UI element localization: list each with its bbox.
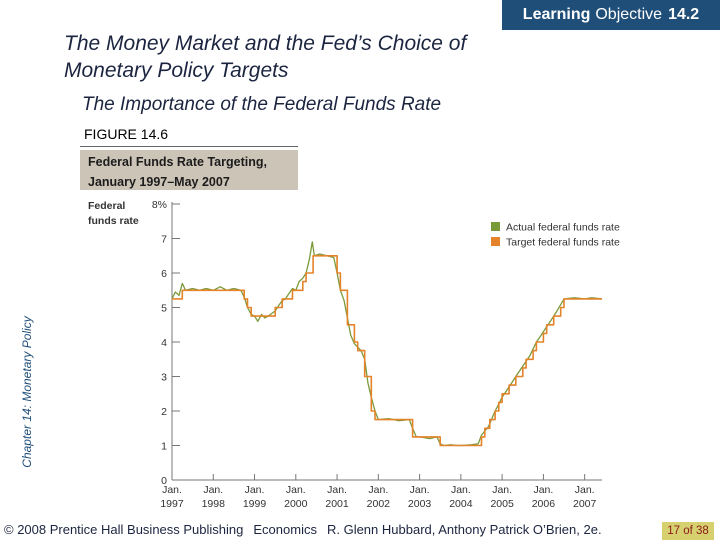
x-tick-label-year: 2004 <box>449 498 473 510</box>
x-tick-label-month: Jan. <box>533 484 553 496</box>
x-tick-label-year: 2001 <box>325 498 349 510</box>
figure-caption-box: Federal Funds Rate Targeting, January 19… <box>80 150 298 190</box>
y-tick-label: 0 <box>161 475 167 487</box>
x-tick-label-year: 2007 <box>573 498 597 510</box>
figure-label: FIGURE 14.6 <box>84 126 169 142</box>
legend-label: Actual federal funds rate <box>506 222 620 234</box>
x-tick-label-month: Jan. <box>162 484 182 496</box>
figure-caption-line1: Federal Funds Rate Targeting, <box>88 155 267 169</box>
series-line-actual <box>171 241 603 447</box>
y-tick-label: 1 <box>161 441 167 453</box>
slide-subtitle: The Importance of the Federal Funds Rate <box>82 94 442 115</box>
page-current: 17 <box>667 525 680 537</box>
legend-label: Target federal funds rate <box>506 237 620 249</box>
figure-caption-line2: January 1997–May 2007 <box>88 175 230 189</box>
x-tick-label-year: 1999 <box>243 498 267 510</box>
y-axis-label-line2: funds rate <box>88 215 139 227</box>
x-tick-label-month: Jan. <box>245 484 265 496</box>
footer-book: Economics <box>253 522 317 537</box>
series-line-target <box>172 255 602 447</box>
y-tick-label: 5 <box>161 303 167 315</box>
y-axis-label-line1: Federal <box>88 200 125 212</box>
x-tick-label-year: 1998 <box>202 498 226 510</box>
footer: © 2008 Prentice Hall Business Publishing… <box>4 522 602 537</box>
y-tick-label: 4 <box>161 337 167 349</box>
x-tick-label-month: Jan. <box>286 484 306 496</box>
slide-title: The Money Market and the Fed’s Choice of… <box>64 32 467 82</box>
page-of: of <box>683 525 693 537</box>
learning-objective-banner: Learning Objective 14.2 <box>502 0 720 30</box>
page-total: 38 <box>696 525 709 537</box>
y-tick-label: 6 <box>161 268 167 280</box>
lo-bold: Learning <box>522 6 591 23</box>
x-tick-label-month: Jan. <box>327 484 347 496</box>
y-tick-label: 2 <box>161 406 167 418</box>
lo-text: Objective <box>595 6 663 23</box>
y-tick-label: 8% <box>152 199 167 211</box>
legend-swatch <box>491 237 500 246</box>
lo-number: 14.2 <box>668 6 700 23</box>
x-tick-label-month: Jan. <box>410 484 430 496</box>
page-number-badge: 17 of 38 <box>662 522 714 540</box>
footer-authors: R. Glenn Hubbard, Anthony Patrick O’Brie… <box>326 522 602 537</box>
x-tick-label-year: 2005 <box>490 498 514 510</box>
legend-swatch <box>491 222 500 231</box>
x-tick-label-month: Jan. <box>203 484 223 496</box>
x-tick-label-month: Jan. <box>575 484 595 496</box>
x-tick-label-month: Jan. <box>451 484 471 496</box>
x-tick-label-year: 2000 <box>284 498 308 510</box>
y-tick-label: 3 <box>161 372 167 384</box>
x-tick-label-year: 2003 <box>408 498 432 510</box>
y-tick-label: 7 <box>161 234 167 246</box>
figure-rule <box>80 146 298 147</box>
x-tick-label-year: 2002 <box>367 498 391 510</box>
x-tick-label-year: 2006 <box>532 498 556 510</box>
x-tick-label-month: Jan. <box>368 484 388 496</box>
x-tick-label-month: Jan. <box>492 484 512 496</box>
x-tick-label-year: 1997 <box>160 498 184 510</box>
footer-copyright: © 2008 Prentice Hall Business Publishing <box>4 522 244 537</box>
